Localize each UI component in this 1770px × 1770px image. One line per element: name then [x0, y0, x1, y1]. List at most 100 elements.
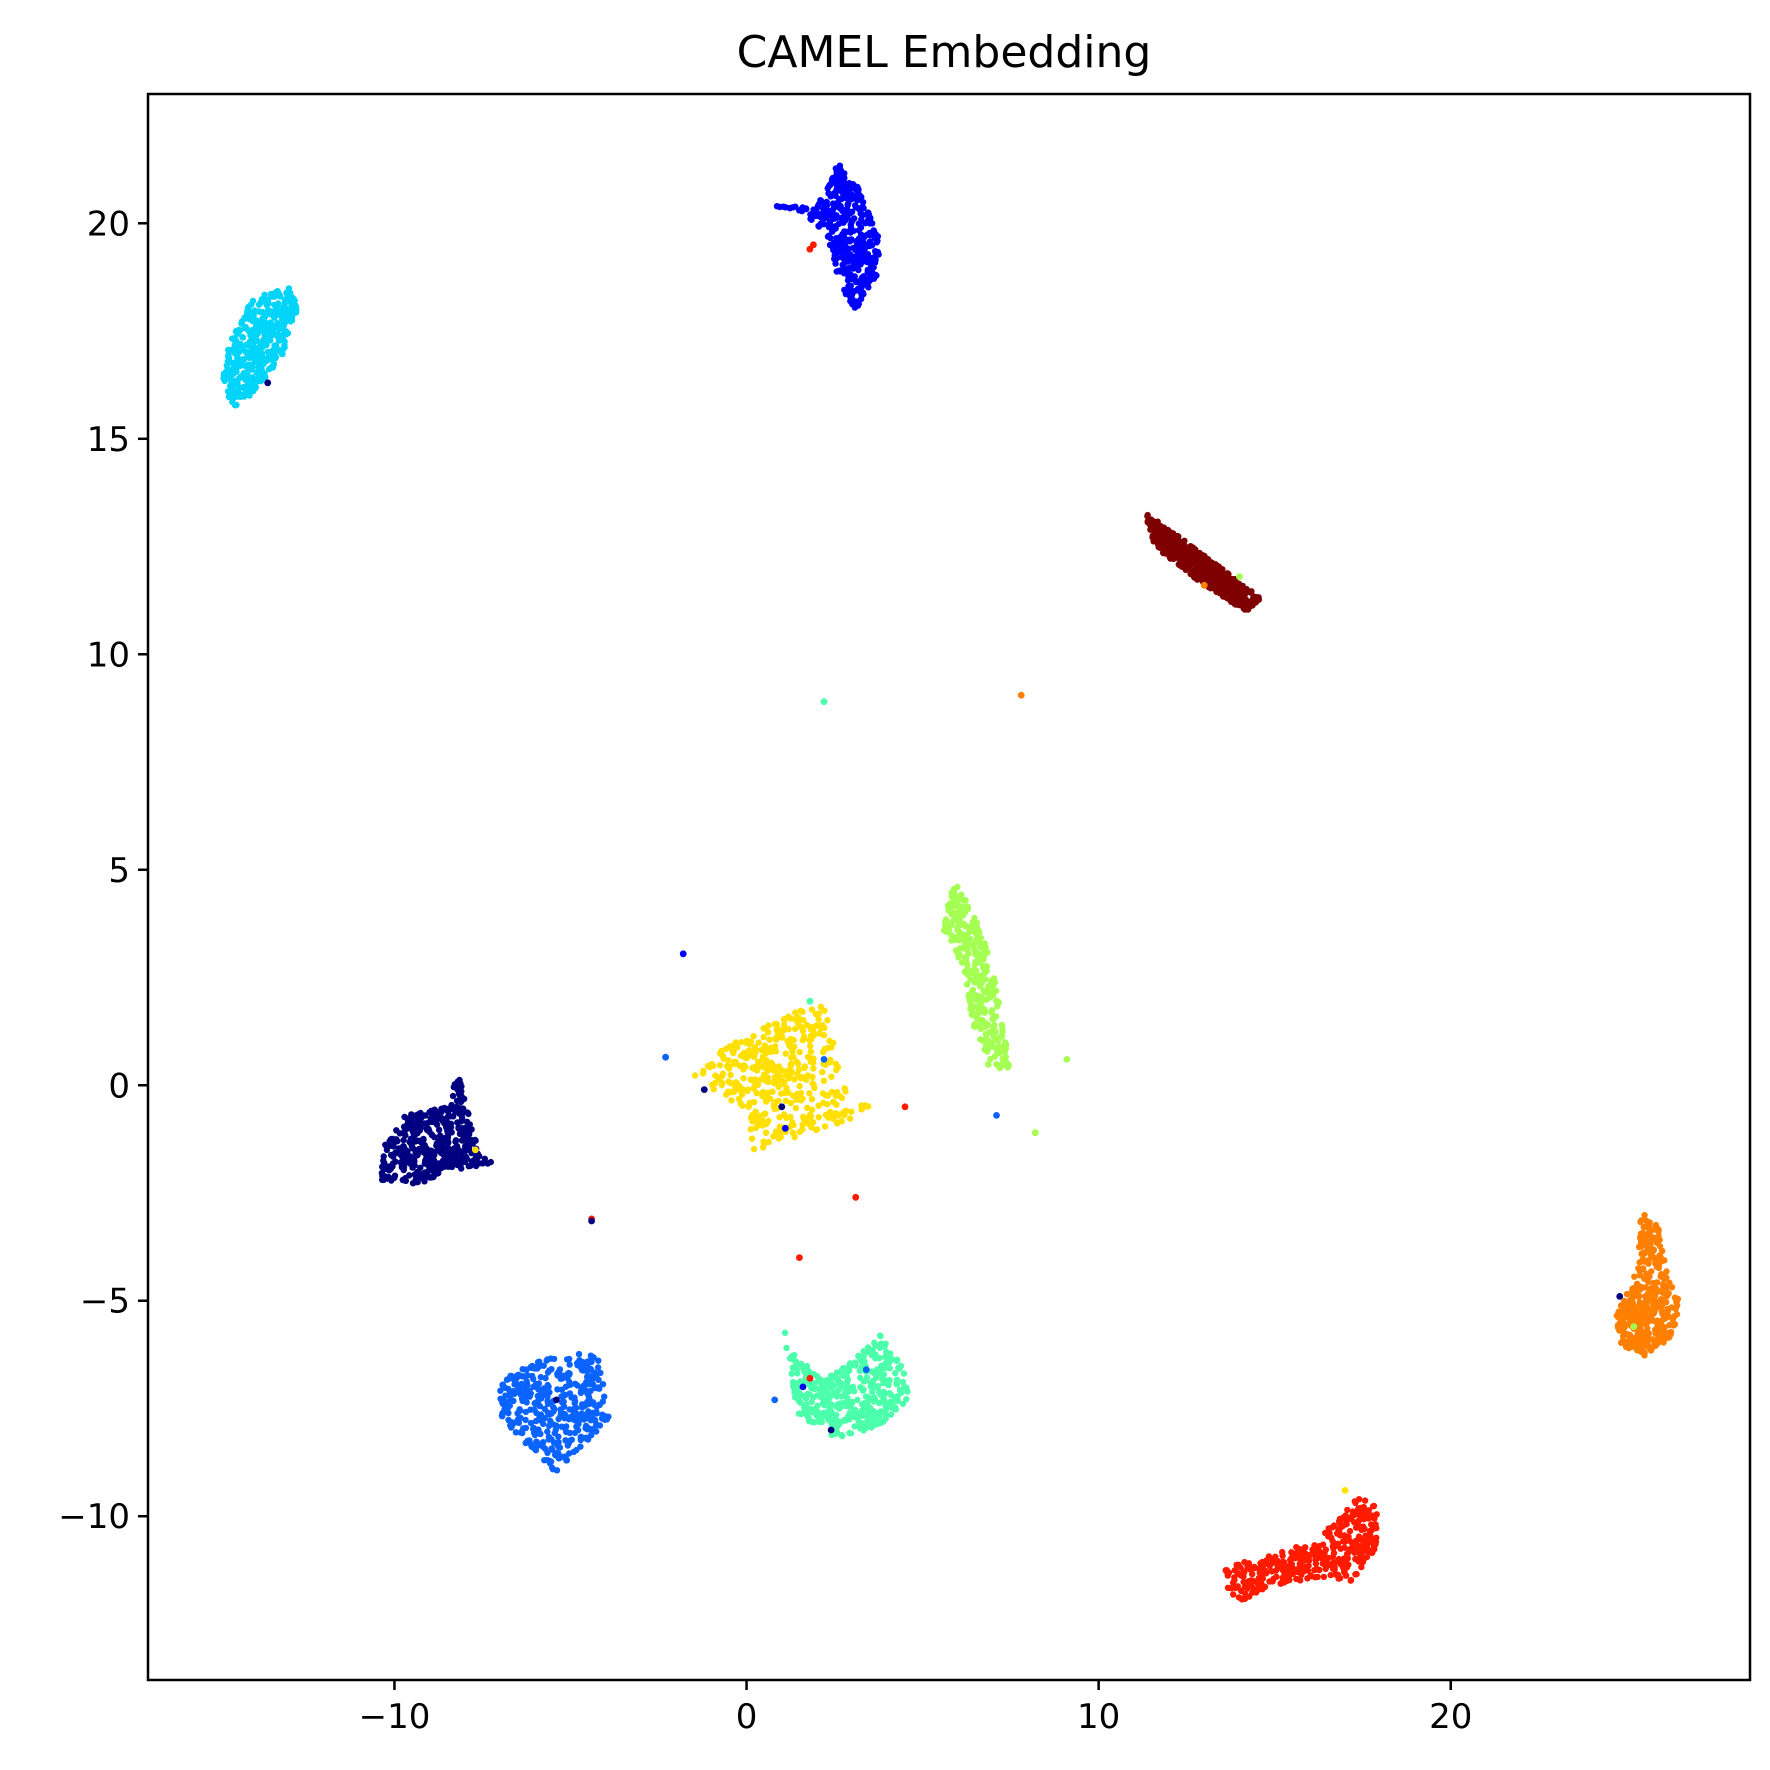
data-point [1234, 1583, 1242, 1590]
data-point [419, 1112, 426, 1119]
data-point [825, 212, 832, 219]
data-point [991, 1021, 998, 1029]
data-point [1247, 1564, 1254, 1571]
data-point [1164, 540, 1171, 547]
data-point [514, 1383, 521, 1390]
data-point [828, 1385, 835, 1392]
data-point [1342, 1561, 1350, 1568]
outlier-point [553, 1396, 560, 1404]
data-point [1240, 596, 1247, 603]
data-point [1645, 1256, 1652, 1264]
data-point [459, 1131, 466, 1139]
data-point [836, 1092, 843, 1100]
data-point [774, 1131, 781, 1138]
data-point [1241, 1595, 1248, 1603]
data-point [783, 1344, 790, 1352]
data-point [481, 1155, 488, 1163]
data-point [829, 208, 836, 215]
data-point [287, 296, 294, 303]
data-point [546, 1411, 553, 1418]
data-point [261, 331, 268, 338]
data-point [789, 1129, 797, 1137]
data-point [775, 1097, 782, 1105]
data-point [797, 1399, 804, 1406]
data-point [778, 1033, 786, 1040]
data-point [462, 1153, 470, 1161]
data-point [270, 360, 278, 367]
data-point [850, 255, 857, 262]
data-point [978, 993, 985, 1000]
data-point [466, 1130, 473, 1138]
data-point [1259, 1586, 1266, 1593]
data-point [1154, 526, 1162, 533]
data-point [830, 1098, 837, 1106]
data-point [403, 1151, 411, 1159]
data-point [1659, 1316, 1667, 1323]
data-point [1643, 1270, 1650, 1277]
data-point [990, 1033, 997, 1040]
data-point [564, 1414, 571, 1421]
outlier-point [1031, 1129, 1039, 1137]
data-point [859, 199, 867, 206]
data-point [729, 1043, 736, 1050]
data-point [753, 1089, 760, 1097]
data-point [446, 1153, 453, 1161]
data-point [257, 377, 264, 385]
data-point [780, 203, 787, 210]
data-point [1144, 511, 1151, 519]
y-tick-label: 0 [108, 1066, 130, 1106]
data-point [820, 1099, 827, 1107]
data-point [274, 320, 281, 327]
data-point [782, 1050, 789, 1057]
data-point [262, 326, 270, 334]
outlier-point [472, 1146, 479, 1154]
data-point [1632, 1305, 1639, 1313]
data-point [276, 291, 283, 298]
data-point [862, 220, 869, 227]
data-point [1635, 1265, 1642, 1272]
data-point [849, 1362, 857, 1369]
data-point [566, 1355, 573, 1363]
data-point [1240, 1578, 1247, 1586]
data-point [468, 1136, 475, 1144]
data-point [1652, 1257, 1659, 1264]
data-point [1179, 546, 1186, 554]
data-point [760, 1111, 768, 1118]
data-point [955, 908, 963, 916]
data-point [837, 167, 845, 174]
data-point [1630, 1315, 1638, 1322]
data-point [978, 998, 985, 1005]
data-point [790, 1036, 797, 1044]
data-point [891, 1396, 898, 1403]
data-point [845, 274, 852, 281]
data-point [1223, 576, 1231, 584]
data-point [383, 1146, 391, 1154]
data-point [1637, 1242, 1644, 1249]
data-point [864, 269, 871, 276]
data-point [1223, 1567, 1231, 1574]
data-point [991, 979, 999, 986]
data-point [421, 1120, 428, 1127]
outlier-point [1630, 1323, 1638, 1330]
data-point [776, 1114, 783, 1121]
data-point [832, 189, 839, 196]
data-point [788, 1370, 795, 1377]
data-point [413, 1147, 421, 1155]
data-point [1235, 1561, 1242, 1569]
data-point [1224, 1584, 1232, 1592]
data-point [570, 1448, 577, 1456]
data-point [858, 193, 865, 201]
data-point [954, 899, 961, 907]
data-point [899, 1400, 907, 1408]
data-point [1622, 1321, 1629, 1328]
data-point [800, 1365, 807, 1373]
data-point [778, 1090, 785, 1097]
data-point [1658, 1331, 1665, 1338]
data-point [798, 1360, 805, 1368]
data-point [544, 1449, 551, 1457]
data-point [1210, 565, 1218, 572]
data-point [1262, 1569, 1270, 1576]
data-point [764, 1067, 771, 1075]
data-point [864, 1398, 871, 1406]
data-point [802, 1410, 810, 1417]
